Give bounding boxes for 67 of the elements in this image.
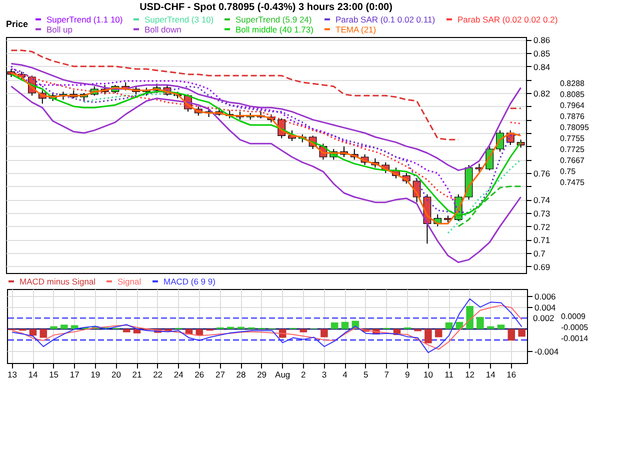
- legend-label: Boll down: [144, 24, 182, 34]
- y-tick-label: 0.006: [534, 292, 556, 302]
- chart-title: USD-CHF - Spot 0.78095 (-0.43%) 3 hours 23:00 (0:00): [140, 2, 392, 13]
- legend-label: SuperTrend (5.9 24): [236, 14, 312, 24]
- legend-label: Signal: [118, 276, 142, 286]
- legend-label: MACD minus Signal: [20, 276, 96, 286]
- text: 0.7964: [560, 101, 586, 110]
- x-tick-label: 11: [444, 370, 454, 380]
- y-tick-label: 0.7: [534, 248, 546, 258]
- x-tick-label: Aug: [275, 370, 290, 380]
- legend-label: Parab SAR (0.02 0.02 0.2): [458, 14, 558, 24]
- x-tick-label: 3: [322, 370, 327, 380]
- x-tick-label: 27: [215, 370, 226, 380]
- y-tick-label: -0.004: [534, 346, 559, 356]
- text: -0.0005: [561, 323, 589, 332]
- legend-label: TEMA (21): [336, 24, 376, 34]
- text: 0.75: [560, 167, 576, 176]
- y-tick-label: 0.74: [534, 195, 550, 206]
- legend-label: MACD (6 9 9): [164, 276, 216, 286]
- legend-label: SuperTrend (1.1 10): [46, 14, 123, 24]
- x-tick-label: 21: [132, 370, 142, 380]
- x-tick-label: 24: [174, 370, 184, 380]
- y-tick-label: 0.84: [534, 62, 550, 72]
- y-tick-label: 0.004: [534, 302, 556, 313]
- text: 0.7876: [560, 112, 586, 122]
- text: 0.7475: [560, 178, 586, 188]
- x-tick-label: 9: [405, 370, 410, 380]
- x-tick-label: 4: [342, 370, 348, 380]
- text: 0.7725: [560, 145, 586, 154]
- text: 0.78095: [560, 123, 590, 132]
- x-tick-label: 10: [423, 370, 434, 380]
- legend-label: SuperTrend (3 10): [144, 14, 214, 24]
- x-tick-label: 16: [506, 370, 516, 380]
- text: 0.7667: [560, 156, 586, 166]
- ref-line-label: 0.002: [533, 313, 555, 324]
- y-tick-label: 0.86: [534, 35, 550, 46]
- legend-label: Boll up: [46, 24, 73, 34]
- x-tick-label: 15: [49, 370, 59, 380]
- y-tick-label: 0.82: [534, 88, 550, 98]
- x-tick-label: 7: [384, 370, 390, 380]
- text: 0.0009: [561, 312, 586, 322]
- x-tick-label: 20: [111, 370, 122, 380]
- y-tick-label: 0.72: [534, 222, 550, 232]
- y-tick-label: 0.85: [534, 48, 550, 58]
- text: 0.8085: [560, 90, 586, 100]
- y-tick-label: 0.73: [534, 208, 550, 218]
- x-tick-label: 5: [363, 370, 368, 380]
- text: 0.7755: [560, 134, 586, 144]
- legend-label: Boll middle (40 1.73): [236, 24, 314, 34]
- text: -0.0014: [561, 334, 589, 344]
- y-tick-label: 0.76: [534, 168, 550, 178]
- x-tick-label: 13: [7, 370, 18, 380]
- y-tick-label: 0.71: [534, 235, 550, 246]
- x-tick-label: 2: [301, 370, 306, 380]
- x-tick-label: 28: [236, 370, 246, 380]
- x-tick-label: 14: [28, 370, 38, 380]
- x-tick-label: 14: [486, 370, 496, 380]
- x-tick-label: 17: [70, 370, 80, 380]
- y-tick-label: 0.69: [534, 262, 550, 272]
- legend-title: Price: [6, 19, 28, 29]
- x-tick-label: 22: [153, 370, 163, 380]
- x-tick-label: 26: [194, 370, 204, 380]
- x-tick-label: 19: [90, 370, 100, 380]
- text: 0.8288: [560, 79, 586, 88]
- x-tick-label: 29: [257, 370, 267, 380]
- legend-label: Parab SAR (0.1 0.02 0.11): [336, 14, 436, 24]
- x-tick-label: 12: [465, 370, 475, 380]
